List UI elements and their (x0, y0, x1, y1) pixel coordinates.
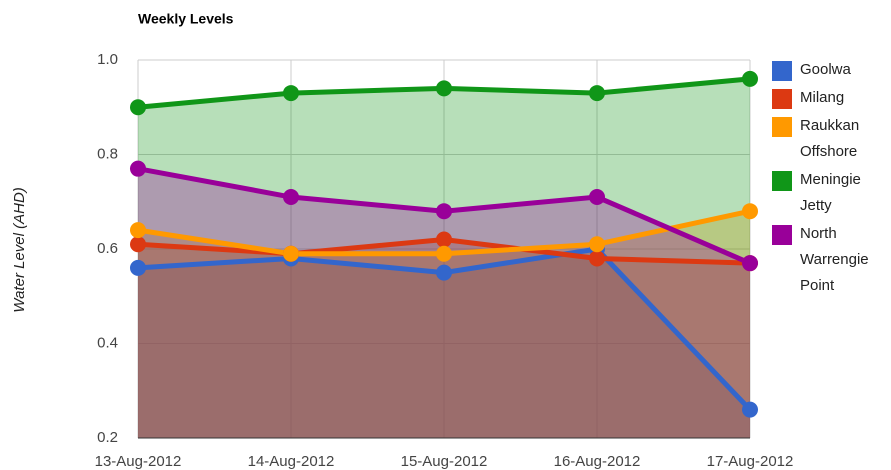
legend-swatch (772, 225, 792, 245)
data-point (742, 70, 758, 87)
y-tick-label: 0.2 (97, 429, 118, 446)
data-point (130, 259, 146, 276)
series-area (138, 249, 750, 438)
legend-label: Goolwa (800, 61, 851, 78)
legend-label: Milang (800, 89, 845, 106)
legend-swatch (772, 171, 792, 191)
data-point (436, 203, 452, 220)
x-tick-label: 14-Aug-2012 (248, 453, 335, 470)
data-point (283, 245, 299, 262)
legend-label: Meningie Jetty (800, 171, 861, 214)
data-point (130, 160, 146, 177)
legend-item: Goolwa (772, 60, 882, 83)
legend-swatch (772, 61, 792, 81)
x-tick-label: 13-Aug-2012 (95, 453, 182, 470)
data-point (130, 99, 146, 116)
legend-item: North Warrengie Point (772, 224, 882, 299)
data-point (436, 264, 452, 281)
chart-title: Weekly Levels (138, 11, 234, 27)
legend-item: Meningie Jetty (772, 170, 882, 219)
series-area (138, 239, 750, 438)
series-area (138, 211, 750, 438)
legend-item: Raukkan Offshore (772, 116, 882, 165)
x-tick-label: 17-Aug-2012 (707, 453, 794, 470)
legend-swatch (772, 89, 792, 109)
data-point (130, 236, 146, 253)
data-point (283, 189, 299, 206)
data-point (130, 222, 146, 239)
legend-label: North Warrengie Point (800, 225, 869, 294)
data-point (589, 189, 605, 206)
series-area (138, 168, 750, 439)
legend-label: Raukkan Offshore (800, 117, 860, 160)
legend-swatch (772, 117, 792, 137)
y-tick-label: 0.8 (97, 145, 118, 162)
data-point (589, 236, 605, 253)
data-point (436, 80, 452, 97)
data-point (436, 231, 452, 248)
data-point (589, 250, 605, 267)
data-point (589, 85, 605, 102)
data-point (742, 401, 758, 418)
data-point (742, 255, 758, 272)
x-tick-label: 16-Aug-2012 (554, 453, 641, 470)
legend: Goolwa Milang Raukkan Offshore Meningie Jet… (772, 60, 882, 304)
y-tick-label: 0.6 (97, 240, 118, 257)
data-point (283, 85, 299, 102)
data-point (436, 245, 452, 262)
x-tick-label: 15-Aug-2012 (401, 453, 488, 470)
y-axis-label: Water Level (AHD) (11, 187, 28, 313)
data-point (742, 203, 758, 220)
y-tick-label: 1.0 (97, 51, 118, 68)
y-tick-label: 0.4 (97, 334, 118, 351)
legend-item: Milang (772, 88, 882, 111)
